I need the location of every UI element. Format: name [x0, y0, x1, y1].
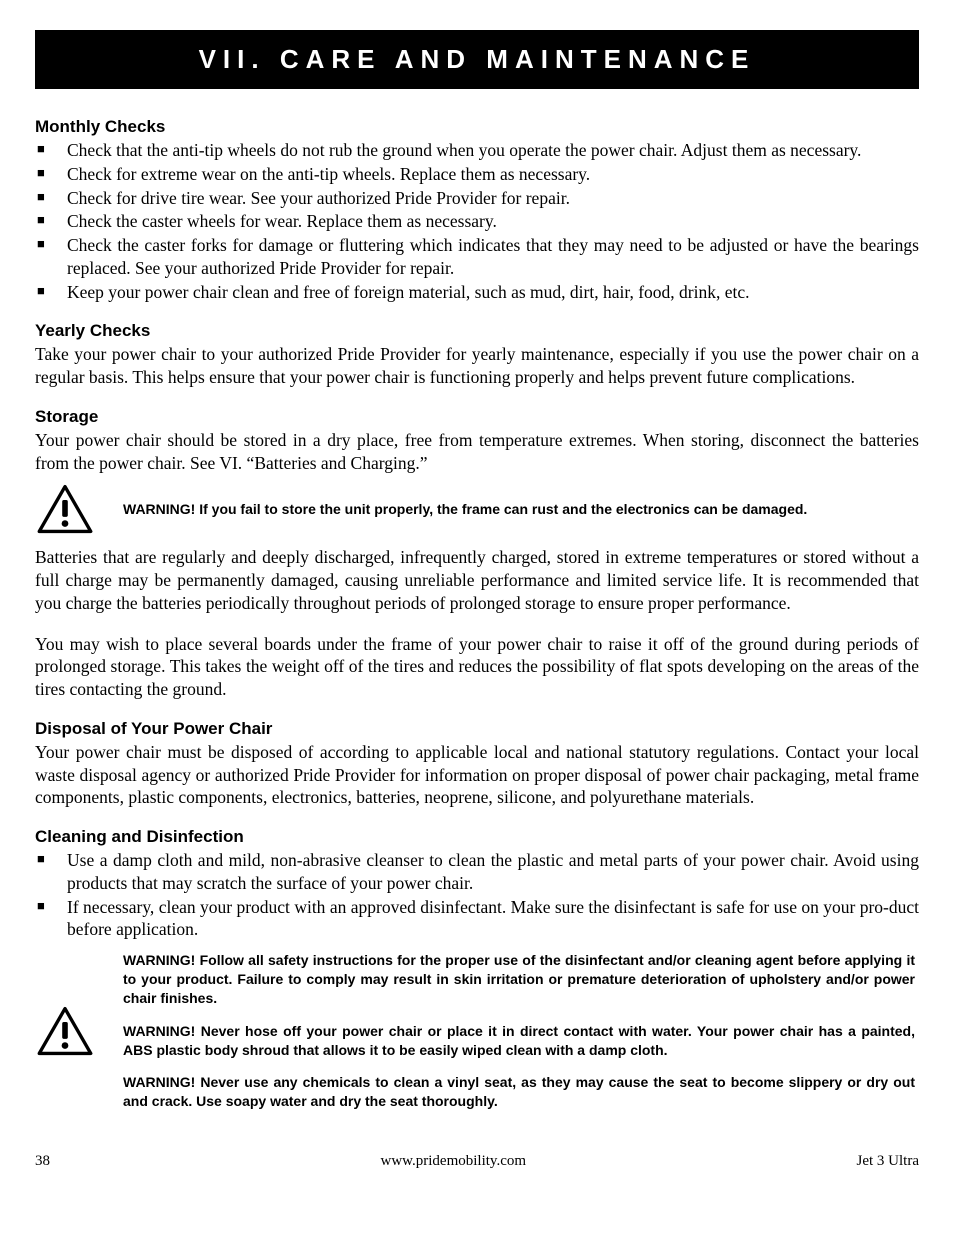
warning-triangle-icon	[35, 484, 105, 534]
list-item: Check for extreme wear on the anti-tip w…	[35, 163, 919, 186]
heading-storage: Storage	[35, 407, 919, 427]
list-item: Check that the anti-tip wheels do not ru…	[35, 139, 919, 162]
storage-body-2: Batteries that are regularly and deeply …	[35, 546, 919, 614]
heading-monthly: Monthly Checks	[35, 117, 919, 137]
list-item: Use a damp cloth and mild, non-abrasive …	[35, 849, 919, 895]
monthly-list: Check that the anti-tip wheels do not ru…	[35, 139, 919, 303]
yearly-body: Take your power chair to your authorized…	[35, 343, 919, 389]
storage-body-3: You may wish to place several boards und…	[35, 633, 919, 701]
warning-text: WARNING! If you fail to store the unit p…	[123, 500, 915, 519]
disposal-body: Your power chair must be disposed of acc…	[35, 741, 919, 809]
warning-storage: WARNING! If you fail to store the unit p…	[35, 484, 919, 534]
page-footer: 38 www.pridemobility.com Jet 3 Ultra	[35, 1153, 919, 1170]
list-item: Keep your power chair clean and free of …	[35, 281, 919, 304]
heading-yearly: Yearly Checks	[35, 321, 919, 341]
cleaning-list: Use a damp cloth and mild, non-abrasive …	[35, 849, 919, 941]
heading-disposal: Disposal of Your Power Chair	[35, 719, 919, 739]
list-item: If necessary, clean your product with an…	[35, 896, 919, 942]
list-item: Check the caster forks for damage or flu…	[35, 234, 919, 280]
footer-url: www.pridemobility.com	[380, 1153, 526, 1170]
heading-cleaning: Cleaning and Disinfection	[35, 827, 919, 847]
warning-text: WARNING! Never hose off your power chair…	[123, 1022, 915, 1060]
storage-body-1: Your power chair should be stored in a d…	[35, 429, 919, 475]
list-item: Check for drive tire wear. See your auth…	[35, 187, 919, 210]
footer-model: Jet 3 Ultra	[857, 1153, 919, 1170]
footer-page-number: 38	[35, 1153, 50, 1170]
warning-cleaning: WARNING! Follow all safety instructions …	[35, 951, 919, 1111]
chapter-banner: VII. CARE AND MAINTENANCE	[35, 30, 919, 89]
warning-text: WARNING! Never use any chemicals to clea…	[123, 1073, 915, 1111]
list-item: Check the caster wheels for wear. Replac…	[35, 210, 919, 233]
warning-text: WARNING! Follow all safety instructions …	[123, 951, 915, 1008]
warning-triangle-icon	[35, 1006, 105, 1056]
